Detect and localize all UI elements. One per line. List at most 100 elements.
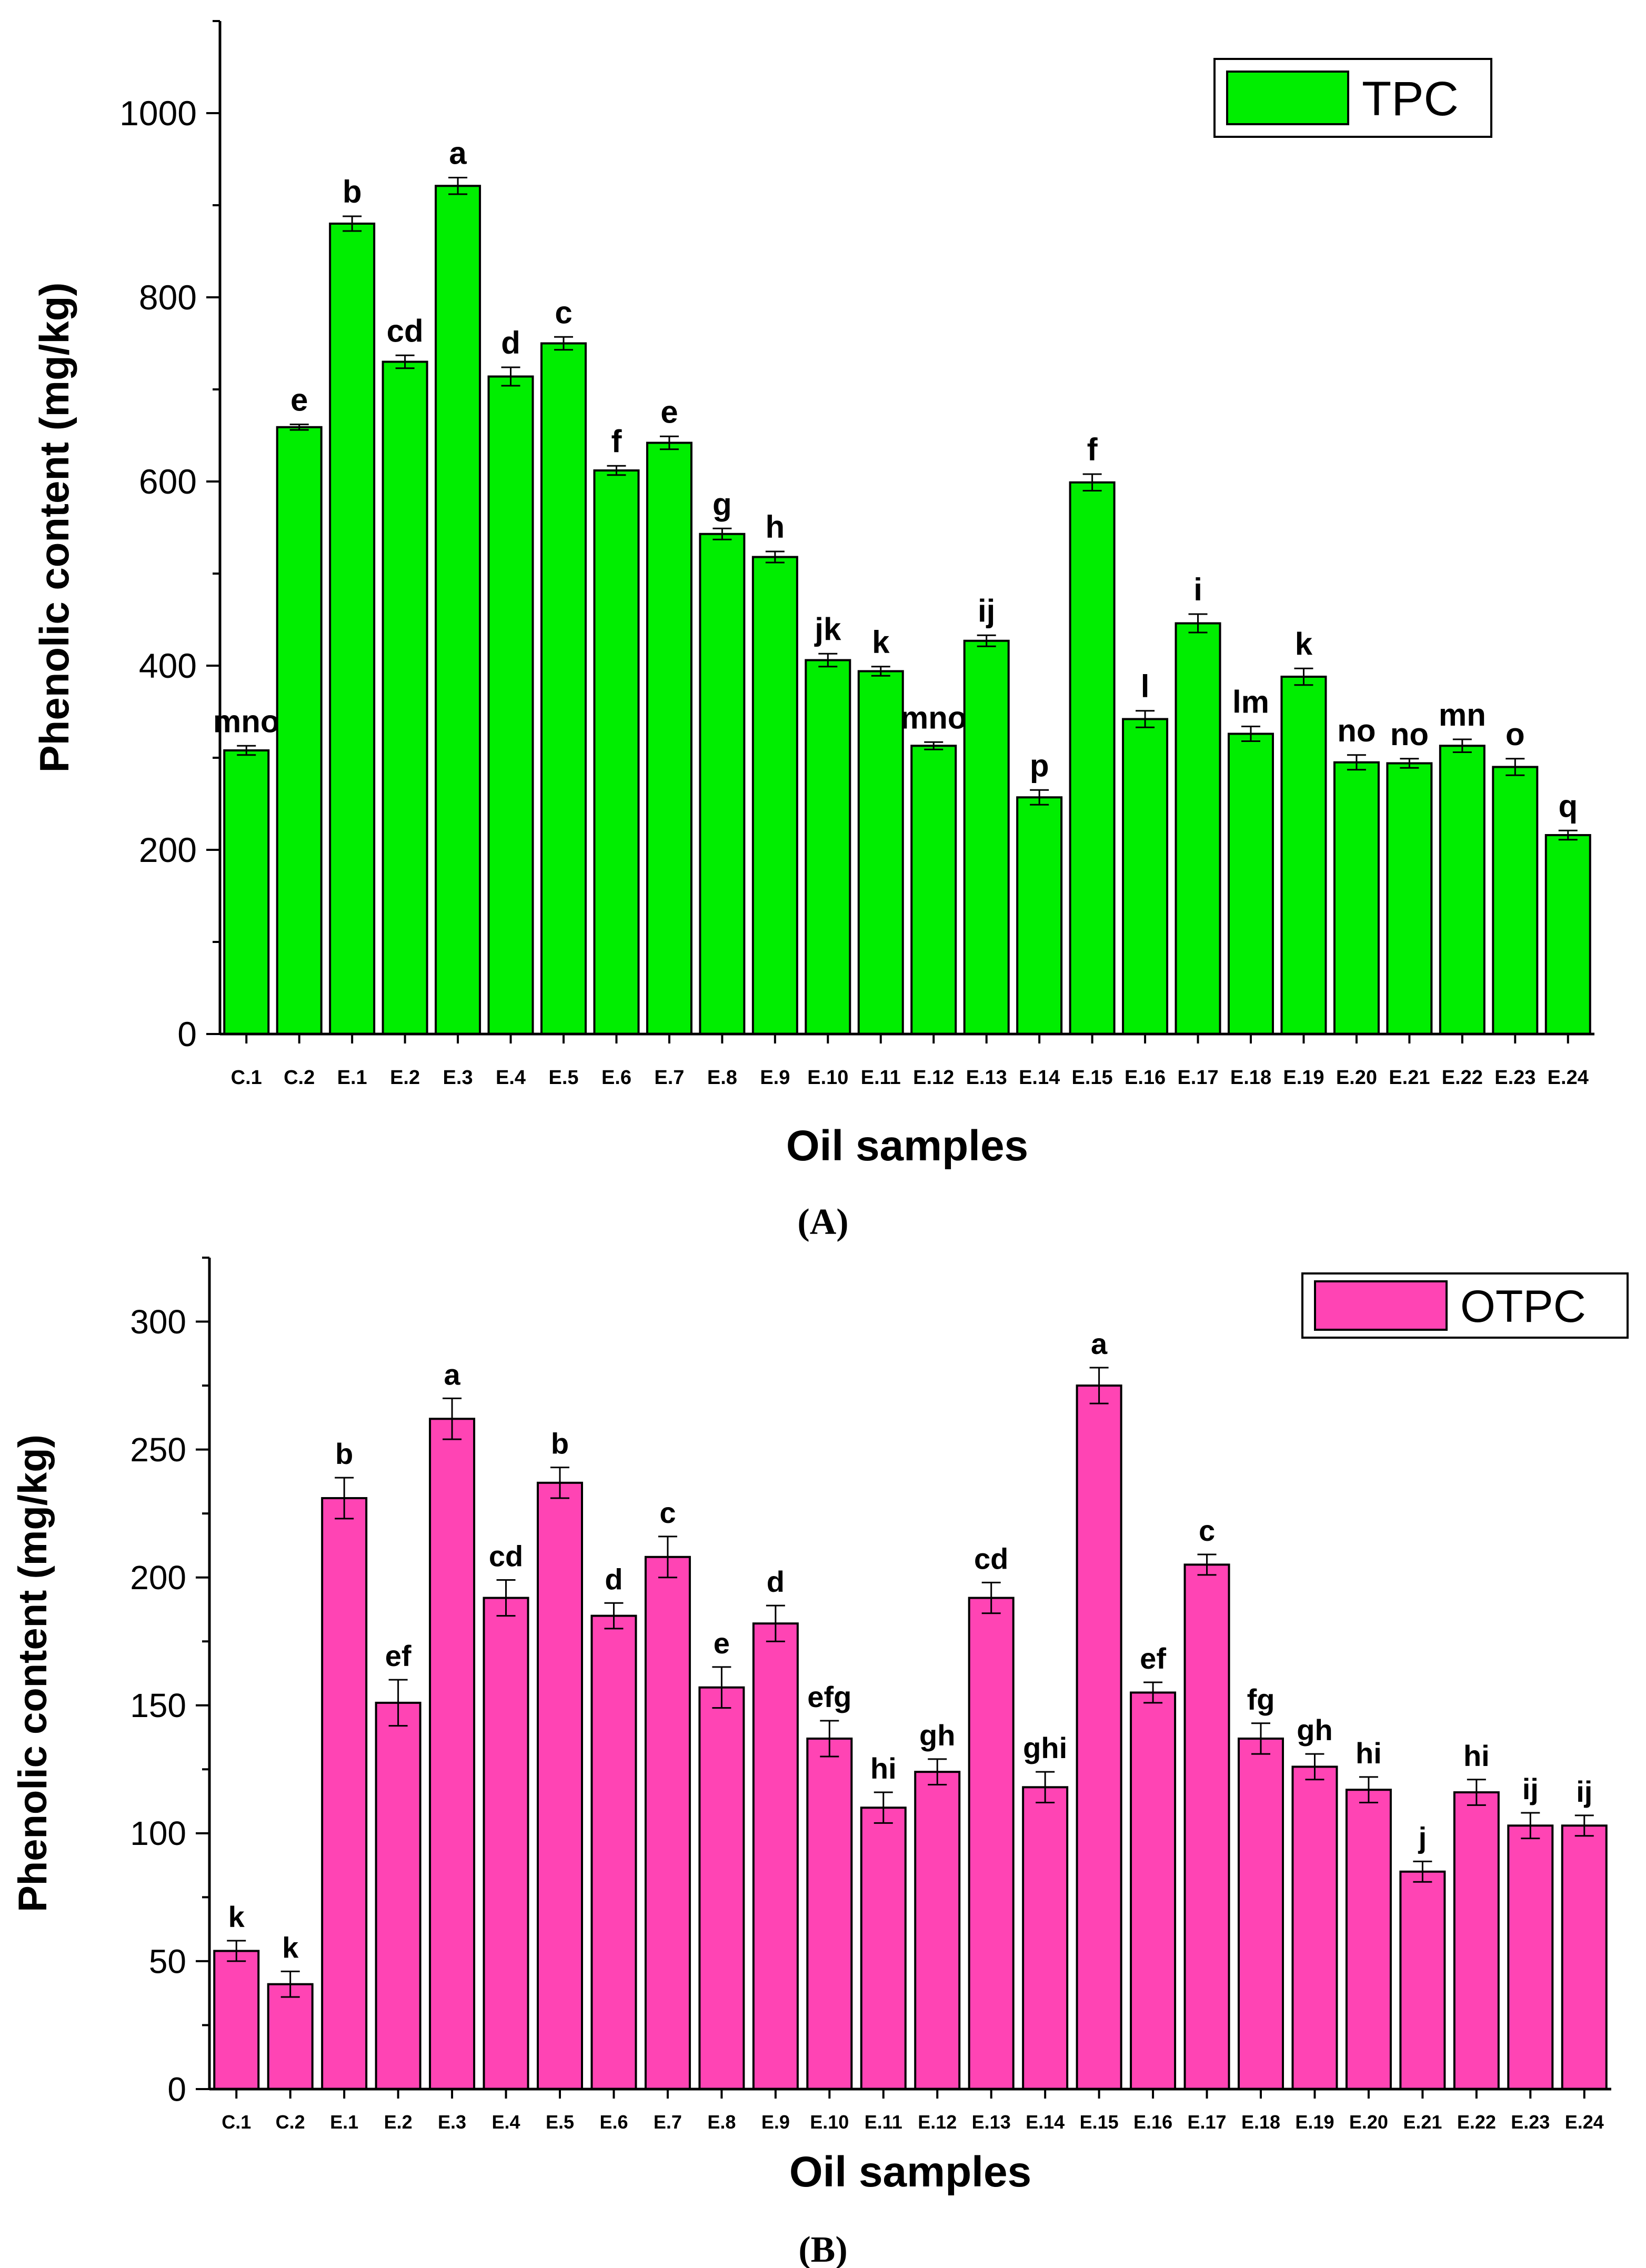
significance-label-E.13: ij (978, 593, 995, 628)
significance-label-E.14: ghi (1023, 1731, 1067, 1764)
bar-C.1 (213, 1950, 260, 2090)
x-tick-label-E.22: E.22 (1442, 1067, 1483, 1089)
y-tick-label: 0 (167, 2070, 186, 2108)
x-tick-label-E.9: E.9 (760, 1067, 790, 1089)
bar-E.17 (1175, 622, 1221, 1035)
x-tick-label-E.15: E.15 (1080, 2111, 1119, 2133)
bar-E.18 (1228, 732, 1274, 1035)
legend-label: TPC (1362, 72, 1459, 126)
significance-label-E.19: k (1295, 626, 1313, 661)
x-tick-label-E.7: E.7 (654, 2111, 682, 2133)
significance-label-E.5: c (555, 295, 572, 330)
legend-label: OTPC (1460, 1281, 1586, 1332)
significance-label-E.2: ef (385, 1639, 412, 1672)
significance-label-E.16: l (1141, 669, 1150, 704)
x-tick-label-E.18: E.18 (1241, 2111, 1280, 2133)
significance-label-E.23: o (1506, 717, 1525, 752)
y-tick-label: 50 (149, 1942, 186, 1980)
bar-E.20 (1333, 761, 1380, 1035)
bar-E.19 (1291, 1765, 1338, 2090)
significance-label-E.17: c (1199, 1514, 1215, 1547)
bar-E.24 (1561, 1824, 1608, 2090)
bar-E.8 (699, 533, 746, 1035)
bar-E.23 (1507, 1824, 1554, 2090)
bar-E.4 (487, 375, 534, 1035)
x-tick-label-E.8: E.8 (707, 2111, 736, 2133)
x-tick-label-E.13: E.13 (972, 2111, 1011, 2133)
significance-label-E.7: e (660, 394, 678, 429)
y-tick-label: 800 (139, 278, 197, 317)
significance-label-E.17: i (1193, 572, 1202, 607)
x-tick-label-E.2: E.2 (390, 1067, 420, 1089)
x-tick-label-E.8: E.8 (707, 1067, 737, 1089)
significance-label-E.1: b (343, 174, 362, 209)
bar-E.9 (752, 1622, 799, 2090)
x-tick-label-E.10: E.10 (807, 1067, 848, 1089)
x-tick-label-E.10: E.10 (810, 2111, 849, 2133)
x-tick-label-E.19: E.19 (1295, 2111, 1334, 2133)
bar-E.14 (1016, 796, 1063, 1035)
significance-label-E.19: gh (1297, 1713, 1332, 1747)
bar-E.12 (914, 1771, 961, 2090)
x-tick-label-E.12: E.12 (913, 1067, 954, 1089)
bar-E.6 (593, 469, 640, 1035)
significance-label-E.24: q (1558, 788, 1578, 824)
significance-label-E.22: hi (1463, 1739, 1490, 1772)
x-tick-label-C.1: C.1 (222, 2111, 251, 2133)
bar-E.13 (963, 639, 1010, 1035)
y-axis-title: Phenolic content (mg/kg) (11, 1434, 55, 1912)
bar-E.1 (329, 223, 376, 1035)
x-tick-label-E.15: E.15 (1072, 1067, 1113, 1089)
x-tick-label-E.20: E.20 (1349, 2111, 1388, 2133)
x-tick-label-E.12: E.12 (918, 2111, 957, 2133)
bar-E.10 (806, 1737, 853, 2090)
panel-label: (A) (797, 1202, 848, 1242)
y-tick-label: 100 (130, 1814, 186, 1852)
x-tick-label-E.21: E.21 (1389, 1067, 1430, 1089)
legend-swatch (1226, 71, 1349, 125)
significance-label-C.2: e (290, 383, 308, 418)
bar-E.2 (375, 1701, 421, 2090)
legend-swatch (1314, 1280, 1448, 1331)
panel-label: (B) (798, 2230, 847, 2268)
x-tick-label-E.6: E.6 (601, 1067, 631, 1089)
bar-E.7 (646, 441, 692, 1035)
x-tick-label-E.24: E.24 (1565, 2111, 1604, 2133)
significance-label-E.15: a (1091, 1327, 1108, 1360)
significance-label-E.4: d (501, 325, 520, 360)
x-tick-label-E.5: E.5 (546, 2111, 574, 2133)
significance-label-E.10: efg (807, 1680, 851, 1713)
x-tick-label-E.19: E.19 (1283, 1067, 1324, 1089)
x-tick-label-E.23: E.23 (1494, 1067, 1535, 1089)
bar-E.15 (1076, 1384, 1122, 2090)
x-tick-label-C.2: C.2 (276, 2111, 305, 2133)
bar-E.21 (1386, 762, 1433, 1035)
x-tick-label-E.4: E.4 (492, 2111, 520, 2133)
bar-E.24 (1544, 834, 1591, 1035)
y-tick-label: 400 (139, 646, 197, 685)
x-tick-label-E.17: E.17 (1177, 1067, 1218, 1089)
bar-E.7 (644, 1556, 691, 2091)
x-axis-title: Oil samples (786, 1122, 1028, 1170)
significance-label-E.11: hi (870, 1752, 897, 1785)
significance-label-E.16: ef (1140, 1642, 1166, 1675)
x-tick-label-E.7: E.7 (654, 1067, 684, 1089)
significance-label-E.22: mn (1439, 697, 1486, 732)
bar-E.11 (860, 1807, 907, 2090)
significance-label-E.6: f (611, 424, 622, 459)
significance-label-E.4: cd (489, 1540, 523, 1573)
bar-E.18 (1238, 1737, 1284, 2090)
x-tick-label-E.2: E.2 (384, 2111, 413, 2133)
bar-E.21 (1399, 1870, 1446, 2091)
x-tick-label-E.17: E.17 (1188, 2111, 1227, 2133)
bar-E.22 (1439, 745, 1486, 1035)
significance-label-E.18: lm (1232, 685, 1269, 720)
bar-E.2 (382, 360, 428, 1035)
x-tick-label-E.14: E.14 (1019, 1067, 1060, 1089)
significance-label-E.10: jk (814, 611, 841, 647)
bar-E.3 (429, 1418, 476, 2090)
significance-label-E.2: cd (387, 313, 424, 348)
x-tick-label-E.3: E.3 (438, 2111, 466, 2133)
bar-C.2 (276, 426, 323, 1035)
